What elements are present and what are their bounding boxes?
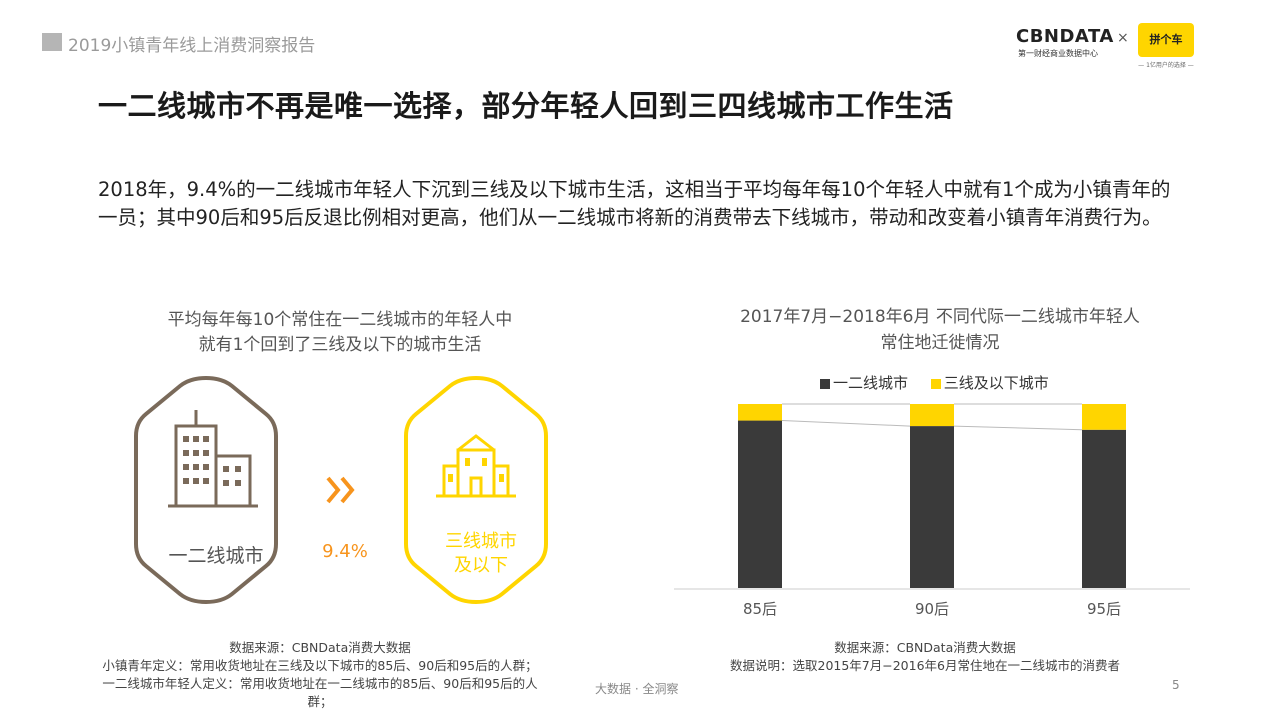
migration-value: 9.4% bbox=[322, 541, 368, 562]
bar-tier3-2 bbox=[1082, 404, 1126, 430]
x-tick-label-1: 90后 bbox=[915, 600, 949, 618]
x-tick-label-0: 85后 bbox=[743, 600, 777, 618]
left-panel-title: 平均每年每10个常住在一二线城市的年轻人中 就有1个回到了三线及以下的城市生活 bbox=[120, 308, 560, 358]
legend-label-tier3: 三线及以下城市 bbox=[943, 374, 1049, 392]
legend-item-tier12: 一二线城市 bbox=[820, 372, 908, 393]
to-city-shape bbox=[404, 375, 548, 605]
to-city-label: 三线城市 及以下 bbox=[406, 530, 556, 578]
migration-diagram bbox=[134, 375, 548, 605]
right-source-line2: 数据说明：选取2015年7月−2016年6月常住地在一二线城市的消费者 bbox=[729, 658, 1120, 673]
summary-paragraph: 2018年，9.4%的一二线城市年轻人下沉到三线及以下城市生活，这相当于平均每年… bbox=[98, 178, 1171, 229]
chart-title-line1: 2017年7月−2018年6月 不同代际一二线城市年轻人 bbox=[740, 307, 1140, 327]
town-building-icon bbox=[436, 434, 516, 498]
footer-brand: 大数据 · 全洞察 bbox=[595, 682, 679, 696]
partner-logo-subtitle: — 1亿用户的选择 — bbox=[1138, 62, 1194, 69]
double-chevron-right-icon bbox=[326, 476, 355, 504]
left-source-line3: 一二线城市年轻人定义：常用收货地址在一二线城市的85后、90后和95后的人群； bbox=[102, 676, 538, 709]
x-tick-label-2: 95后 bbox=[1087, 600, 1121, 618]
from-city-shape bbox=[134, 375, 278, 605]
partner-logo-text: 拼个车 bbox=[1149, 33, 1183, 46]
connector-join-0 bbox=[781, 420, 911, 427]
chart-legend: 一二线城市 三线及以下城市 bbox=[820, 372, 1067, 393]
right-source-notes: 数据来源：CBNData消费大数据 数据说明：选取2015年7月−2016年6月… bbox=[700, 639, 1150, 675]
from-city-label: 一二线城市 bbox=[168, 545, 264, 567]
partner-logo-badge bbox=[1138, 23, 1194, 57]
legend-swatch-tier12 bbox=[820, 378, 830, 389]
page-number: 5 bbox=[1172, 678, 1180, 692]
left-source-notes: 数据来源：CBNData消费大数据 小镇青年定义：常用收货地址在三线及以下城市的… bbox=[90, 639, 550, 711]
to-city-label-line1: 三线城市 bbox=[445, 531, 517, 552]
legend-label-tier12: 一二线城市 bbox=[833, 374, 909, 392]
right-source-line1: 数据来源：CBNData消费大数据 bbox=[834, 640, 1016, 655]
connector-join-1 bbox=[953, 425, 1083, 431]
bar-tier12-1 bbox=[910, 426, 954, 588]
left-source-line2: 小镇青年定义：常用收货地址在三线及以下城市的85后、90后和95后的人群； bbox=[102, 658, 538, 673]
page-title: 一二线城市不再是唯一选择，部分年轻人回到三四线城市工作生活 bbox=[98, 89, 954, 123]
legend-item-tier3: 三线及以下城市 bbox=[930, 372, 1049, 393]
report-title: 2019小镇青年线上消费洞察报告 bbox=[68, 36, 316, 56]
to-city-label-line2: 及以下 bbox=[454, 555, 508, 576]
left-title-line2: 就有1个回到了三线及以下的城市生活 bbox=[198, 335, 482, 355]
bar-tier3-0 bbox=[738, 404, 782, 421]
cbndata-logo: CBNDATA bbox=[1016, 26, 1114, 47]
left-title-line1: 平均每年每10个常住在一二线城市的年轻人中 bbox=[167, 310, 513, 330]
chart-title-line2: 常住地迁徙情况 bbox=[880, 333, 1000, 353]
stacked-bar-chart: 85后 90后 95后 bbox=[674, 403, 1190, 618]
cbndata-logo-subtitle: 第一财经商业数据中心 bbox=[1018, 49, 1098, 58]
bar-tier3-1 bbox=[910, 404, 954, 427]
bar-tier12-2 bbox=[1082, 429, 1126, 588]
header-square-icon bbox=[42, 33, 62, 51]
legend-swatch-tier3 bbox=[930, 378, 941, 389]
city-buildings-icon bbox=[168, 410, 258, 508]
chart-title: 2017年7月−2018年6月 不同代际一二线城市年轻人 常住地迁徙情况 bbox=[700, 304, 1180, 356]
town-windows-icon bbox=[448, 458, 504, 482]
logo-separator: × bbox=[1117, 30, 1129, 46]
bar-tier12-0 bbox=[738, 420, 782, 588]
left-source-line1: 数据来源：CBNData消费大数据 bbox=[229, 640, 411, 655]
city-windows-icon bbox=[183, 436, 241, 486]
